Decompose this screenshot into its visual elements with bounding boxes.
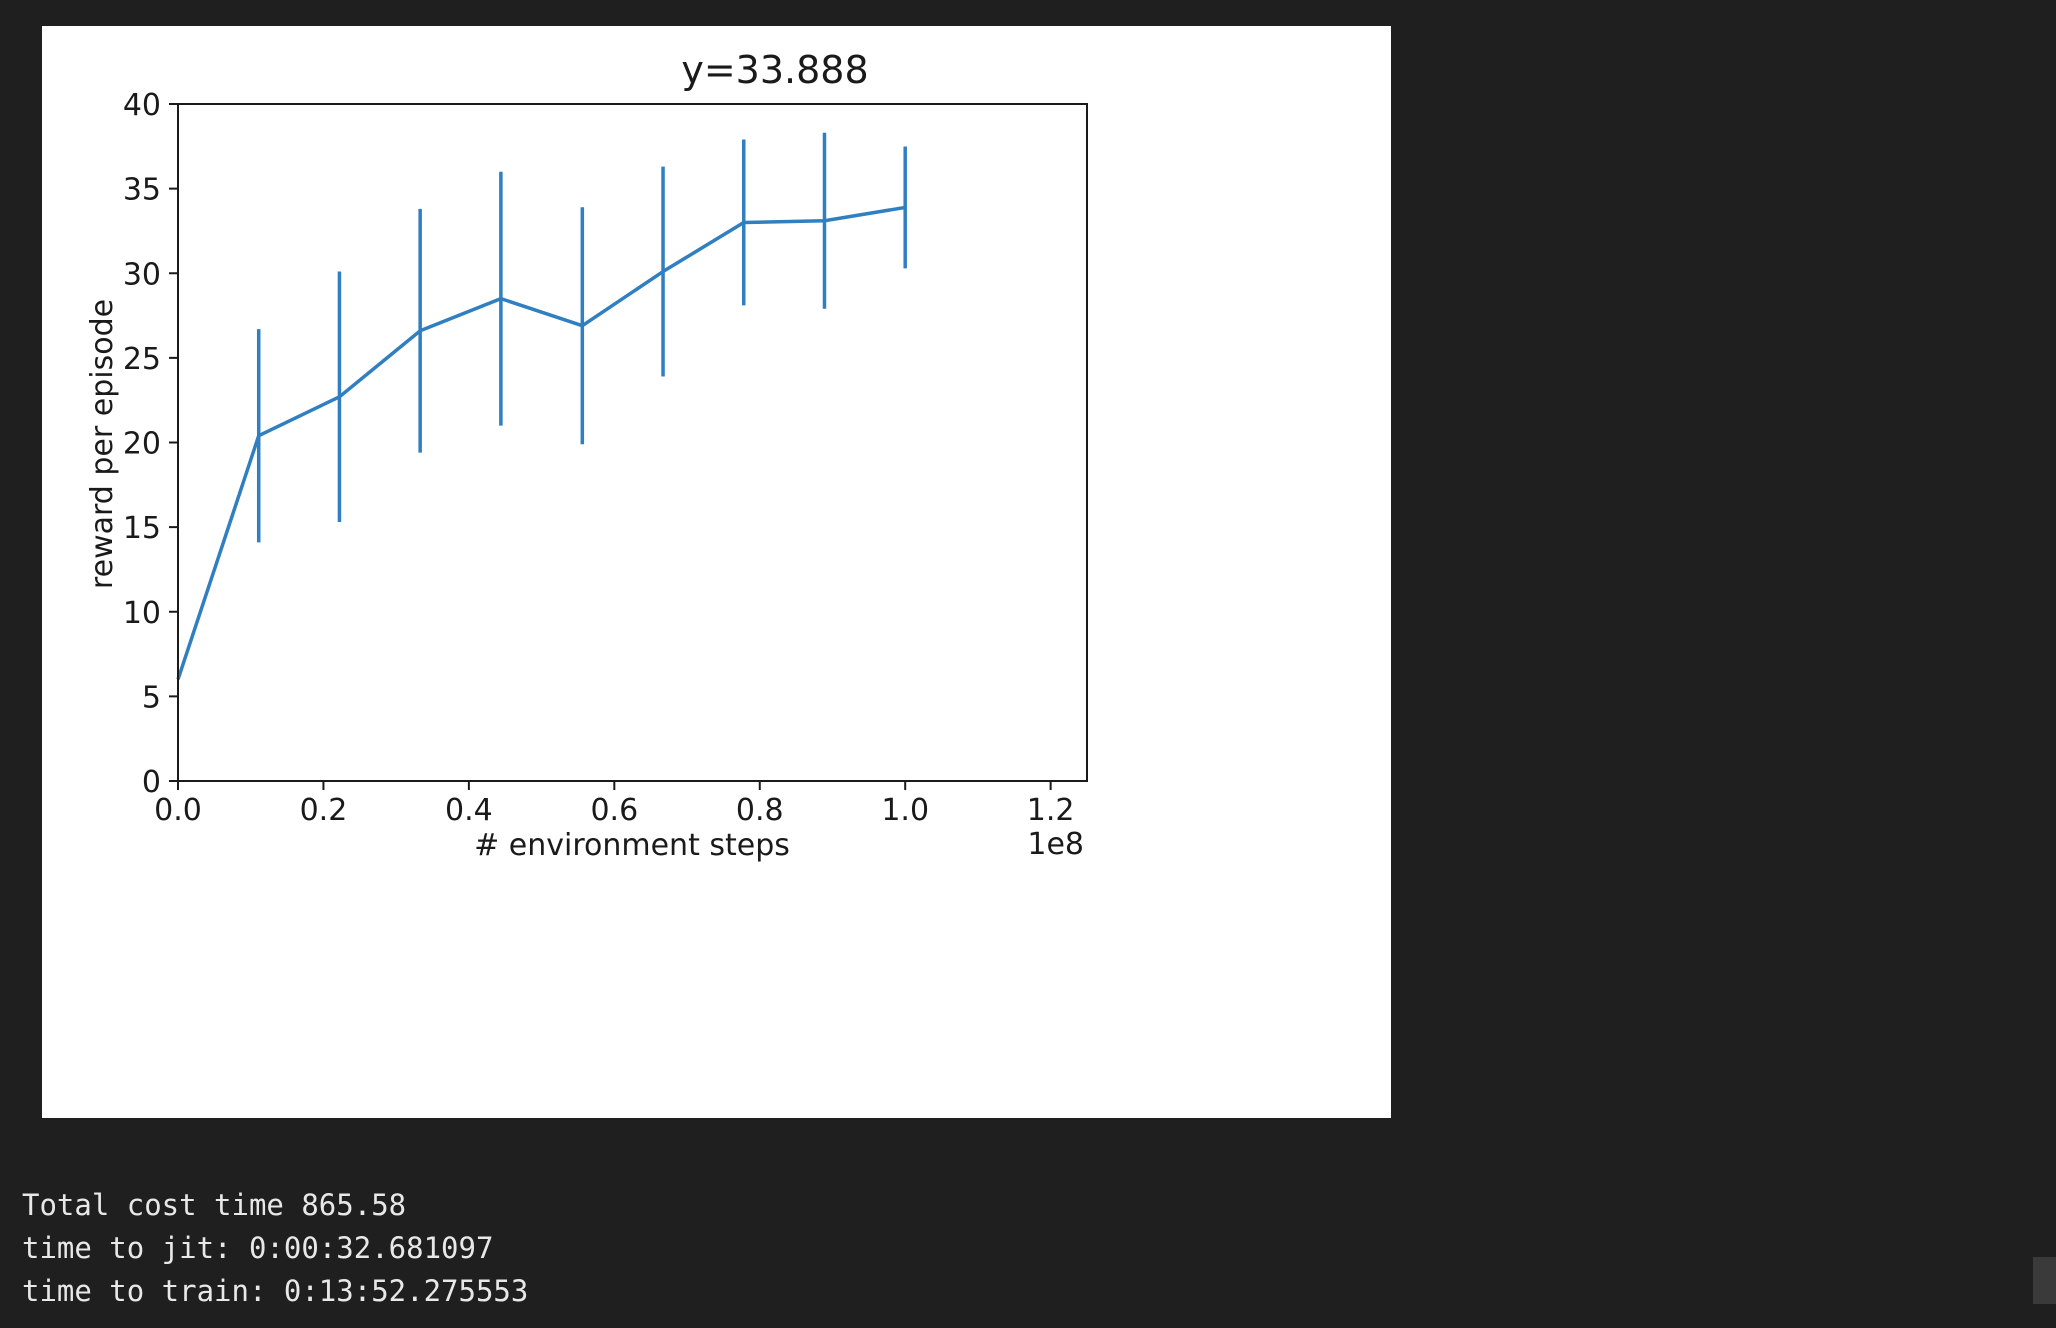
y-tick-label: 0	[142, 765, 161, 800]
reward-chart: y=33.888 0.0 0.2 0.4 0.6 0.8 1.0 1.2 0 5 10 15 20 2…	[85, 48, 1088, 863]
x-axis-label: # environment steps	[474, 828, 790, 863]
x-tick-label: 1.2	[1027, 793, 1075, 828]
y-tick-label: 10	[123, 596, 161, 631]
x-tick-label: 0.8	[736, 793, 784, 828]
y-axis-label: reward per episode	[85, 299, 120, 589]
y-tick-label: 15	[123, 511, 161, 546]
y-tick-label: 35	[123, 173, 161, 208]
x-axis-offset-label: 1e8	[1027, 827, 1084, 862]
plot-frame	[177, 103, 1088, 782]
series-line	[176, 205, 906, 681]
y-tick-label: 20	[123, 427, 161, 462]
x-tick-label: 0.6	[590, 793, 638, 828]
log-line-time-to-jit: time to jit: 0:00:32.681097	[22, 1231, 494, 1265]
error-bars	[256, 132, 907, 543]
output-log: Total cost time 865.58 time to jit: 0:00:…	[22, 1184, 528, 1313]
x-tick-label: 1.0	[881, 793, 929, 828]
x-tick-label: 0.2	[300, 793, 348, 828]
y-tick-label: 5	[142, 680, 161, 715]
y-tick-label: 40	[123, 88, 161, 123]
scrollbar-thumb[interactable]	[2033, 1257, 2056, 1304]
chart-title: y=33.888	[681, 48, 868, 92]
x-axis-ticks: 0.0 0.2 0.4 0.6 0.8 1.0 1.2	[154, 781, 1074, 828]
chart-panel: y=33.888 0.0 0.2 0.4 0.6 0.8 1.0 1.2 0 5 10 15 20 2…	[42, 26, 1391, 1118]
x-tick-label: 0.4	[445, 793, 493, 828]
x-tick-label: 0.0	[154, 793, 202, 828]
log-line-time-to-train: time to train: 0:13:52.275553	[22, 1274, 529, 1308]
y-tick-label: 25	[123, 342, 161, 377]
y-tick-label: 30	[123, 257, 161, 292]
log-line-total-cost: Total cost time 865.58	[22, 1188, 407, 1222]
y-axis-ticks: 0 5 10 15 20 25 30 35 40	[123, 88, 178, 800]
